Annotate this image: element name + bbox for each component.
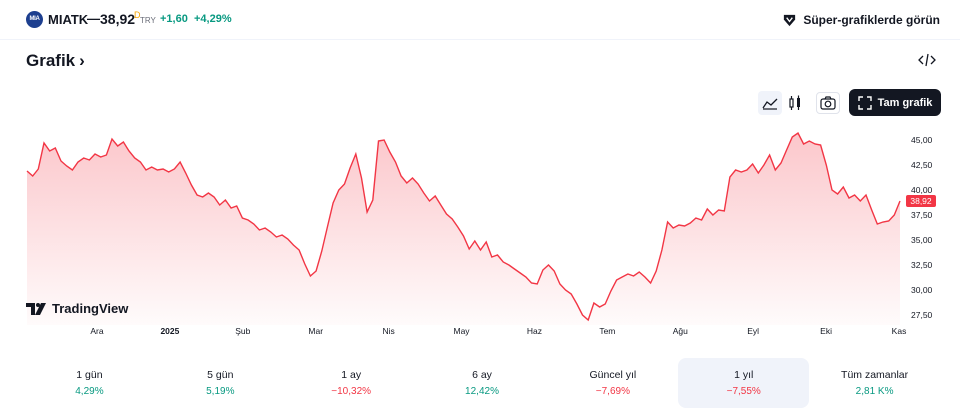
price-line: [26, 131, 901, 322]
fullscreen-icon: [857, 95, 872, 110]
price-change-percent: +4,29%: [194, 13, 232, 25]
range-return: −10,32%: [331, 386, 372, 397]
range-return: 4,29%: [75, 386, 104, 397]
tradingview-brand: TradingView: [52, 301, 129, 316]
price-change: +1,60: [160, 13, 188, 25]
x-tick-label: Nis: [382, 326, 394, 336]
fullscreen-chart-button[interactable]: Tam grafik: [849, 89, 941, 116]
last-price: 38,92: [100, 11, 136, 27]
range-label: 1 yıl: [734, 369, 754, 381]
range-tab[interactable]: 5 gün 5,19%: [155, 358, 286, 408]
y-tick-label: 45,00: [911, 135, 933, 145]
y-tick-label: 40,00: [911, 185, 933, 195]
y-tick-label: 35,00: [911, 235, 933, 245]
x-tick-label: Ara: [90, 326, 104, 336]
range-label: 5 gün: [207, 369, 234, 381]
chevron-right-icon: ›: [79, 51, 85, 70]
x-tick-label: Eyl: [747, 326, 759, 336]
x-tick-label: Haz: [527, 326, 542, 336]
x-tick-label: May: [454, 326, 471, 336]
super-charts-link[interactable]: Süper-grafiklerde görün: [782, 11, 940, 29]
range-label: 6 ay: [472, 369, 492, 381]
y-tick-label: 27,50: [911, 310, 933, 320]
y-tick-label: 30,00: [911, 285, 933, 295]
ticker-symbol[interactable]: MIATK: [48, 12, 89, 27]
performance-range-tabs: 1 gün 4,29% 5 gün 5,19% 1 ay −10,32% 6 ay 12,42…: [24, 358, 940, 408]
y-tick-label: 42,50: [911, 160, 933, 170]
range-tab[interactable]: 6 ay 12,42%: [417, 358, 548, 408]
y-tick-label: 37,50: [911, 210, 933, 220]
super-charts-icon: [784, 14, 796, 26]
embed-code-icon[interactable]: [918, 53, 936, 67]
range-tab[interactable]: Güncel yıl −7,69%: [547, 358, 678, 408]
price-area-fill: [27, 133, 900, 325]
super-charts-label: Süper-grafiklerde görün: [803, 13, 940, 27]
candle-chart-icon[interactable]: [783, 91, 807, 115]
range-label: Tüm zamanlar: [841, 369, 909, 381]
x-tick-label: Şub: [235, 326, 250, 336]
section-title-text: Grafik: [26, 51, 76, 70]
x-tick-label: Kas: [892, 326, 907, 336]
range-tab[interactable]: 1 yıl −7,55%: [678, 358, 810, 408]
range-label: 1 ay: [341, 369, 362, 381]
range-tab[interactable]: 1 gün 4,29%: [24, 358, 155, 408]
range-label: Güncel yıl: [589, 369, 637, 381]
tradingview-logo-icon: [26, 302, 46, 315]
range-return: 12,42%: [465, 386, 499, 397]
camera-icon[interactable]: [816, 92, 840, 114]
area-chart-icon[interactable]: [758, 91, 782, 115]
x-tick-label: Tem: [599, 326, 615, 336]
range-return: 5,19%: [206, 386, 235, 397]
price-area-chart[interactable]: 45,00 42,50 40,00 37,50 35,00 32,50 30,00 27,50…: [0, 125, 960, 340]
chart-section-title[interactable]: Grafik ›: [26, 51, 85, 71]
range-tab[interactable]: Tüm zamanlar 2,81 K%: [809, 358, 940, 408]
range-tab[interactable]: 1 ay −10,32%: [286, 358, 417, 408]
currency: TRY: [140, 16, 156, 25]
range-label: 1 gün: [76, 369, 103, 381]
top-bar: MIA MIATK — 38,92 D TRY +1,60 +4,29% Süp…: [0, 0, 960, 40]
tradingview-watermark: TradingView: [26, 301, 128, 316]
x-tick-label: Ağu: [673, 326, 688, 336]
y-tick-label: 32,50: [911, 260, 933, 270]
price-marker: D: [134, 10, 141, 20]
x-tick-label: 2025: [160, 326, 179, 336]
fullscreen-label: Tam grafik: [877, 96, 933, 109]
company-logo[interactable]: MIA: [26, 11, 43, 28]
range-return: 2,81 K%: [855, 386, 894, 397]
x-tick-label: Mar: [308, 326, 323, 336]
range-return: −7,69%: [595, 386, 630, 397]
separator: —: [87, 11, 100, 26]
last-price-badge-text: 38,92: [910, 196, 932, 206]
x-tick-label: Eki: [820, 326, 832, 336]
last-price-badge: [906, 195, 936, 207]
range-return: −7,55%: [726, 386, 761, 397]
